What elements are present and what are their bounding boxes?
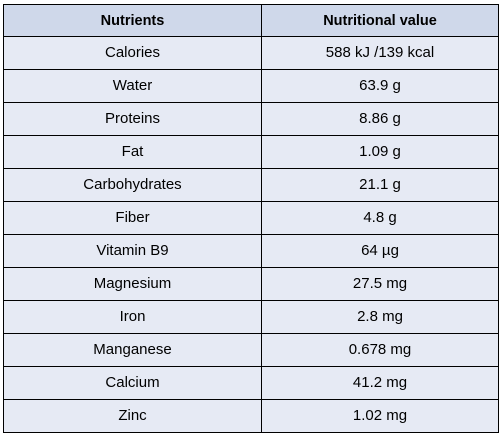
nutrition-table: Nutrients Nutritional value Calories 588… <box>3 4 499 433</box>
nutrient-name: Magnesium <box>3 267 262 301</box>
table-row: Proteins 8.86 g <box>3 102 499 136</box>
table-row: Fat 1.09 g <box>3 135 499 169</box>
nutrient-name: Water <box>3 69 262 103</box>
table-row: Water 63.9 g <box>3 69 499 103</box>
nutrient-name: Calcium <box>3 366 262 400</box>
nutrient-name: Fiber <box>3 201 262 235</box>
table-row: Zinc 1.02 mg <box>3 399 499 433</box>
nutrient-value: 588 kJ /139 kcal <box>261 36 499 70</box>
nutrient-value: 63.9 g <box>261 69 499 103</box>
nutrient-value: 21.1 g <box>261 168 499 202</box>
nutrient-value: 8.86 g <box>261 102 499 136</box>
nutrient-value: 41.2 mg <box>261 366 499 400</box>
table-row: Magnesium 27.5 mg <box>3 267 499 301</box>
nutrient-value: 27.5 mg <box>261 267 499 301</box>
table-header-row: Nutrients Nutritional value <box>3 4 499 37</box>
nutrient-value: 64 µg <box>261 234 499 268</box>
header-nutritional-value: Nutritional value <box>261 4 499 37</box>
nutrient-value: 2.8 mg <box>261 300 499 334</box>
nutrient-value: 1.09 g <box>261 135 499 169</box>
nutrient-name: Proteins <box>3 102 262 136</box>
table-row: Calcium 41.2 mg <box>3 366 499 400</box>
nutrient-name: Manganese <box>3 333 262 367</box>
nutrient-name: Zinc <box>3 399 262 433</box>
nutrient-name: Calories <box>3 36 262 70</box>
nutrient-value: 4.8 g <box>261 201 499 235</box>
header-nutrients: Nutrients <box>3 4 262 37</box>
nutrient-name: Vitamin B9 <box>3 234 262 268</box>
table-row: Calories 588 kJ /139 kcal <box>3 36 499 70</box>
table-row: Carbohydrates 21.1 g <box>3 168 499 202</box>
table-row: Vitamin B9 64 µg <box>3 234 499 268</box>
nutrient-name: Iron <box>3 300 262 334</box>
nutrient-value: 0.678 mg <box>261 333 499 367</box>
nutrient-value: 1.02 mg <box>261 399 499 433</box>
table-row: Manganese 0.678 mg <box>3 333 499 367</box>
table-row: Fiber 4.8 g <box>3 201 499 235</box>
nutrition-table-container: Nutrients Nutritional value Calories 588… <box>3 4 499 433</box>
table-row: Iron 2.8 mg <box>3 300 499 334</box>
nutrient-name: Carbohydrates <box>3 168 262 202</box>
nutrient-name: Fat <box>3 135 262 169</box>
